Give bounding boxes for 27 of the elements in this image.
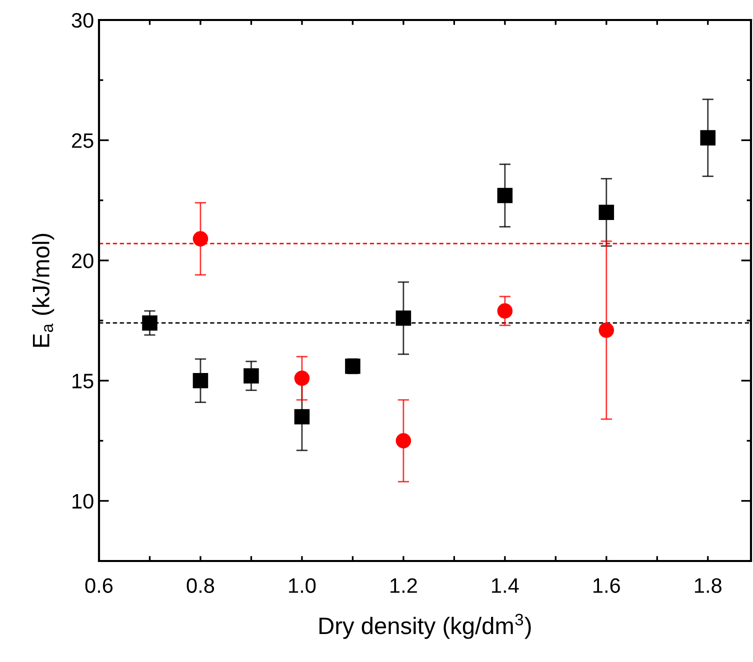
x-tick-label: 0.6 — [85, 578, 113, 593]
x-axis-title: Dry density (kg/dm$^{3}$) — [320, 614, 531, 639]
point — [700, 130, 716, 146]
x-tick-label: 1.0 — [289, 578, 316, 593]
point — [294, 409, 310, 424]
point — [192, 373, 208, 388]
point — [294, 370, 310, 386]
x-tick-label: 1.8 — [694, 578, 722, 593]
point — [396, 310, 412, 326]
y-axis-title: E$_{a}$ (kJ/mol) — [32, 234, 54, 347]
point — [497, 303, 513, 319]
y-tick-label: 20 — [72, 253, 94, 268]
point — [192, 231, 208, 246]
y-tick-label: 25 — [72, 133, 94, 148]
x-tick-label: 1.2 — [390, 578, 417, 593]
point — [142, 315, 158, 331]
point — [598, 204, 614, 220]
y-tick-label: 30 — [72, 13, 94, 28]
point — [497, 188, 513, 204]
x-tick-label: 1.6 — [594, 578, 620, 593]
point — [598, 322, 614, 338]
point — [396, 433, 412, 448]
point — [244, 368, 259, 384]
y-tick-label: 15 — [72, 374, 94, 388]
y-tick-label: 10 — [72, 494, 94, 509]
x-tick-label: 1.4 — [492, 578, 519, 593]
x-tick-label: 0.8 — [186, 578, 214, 593]
